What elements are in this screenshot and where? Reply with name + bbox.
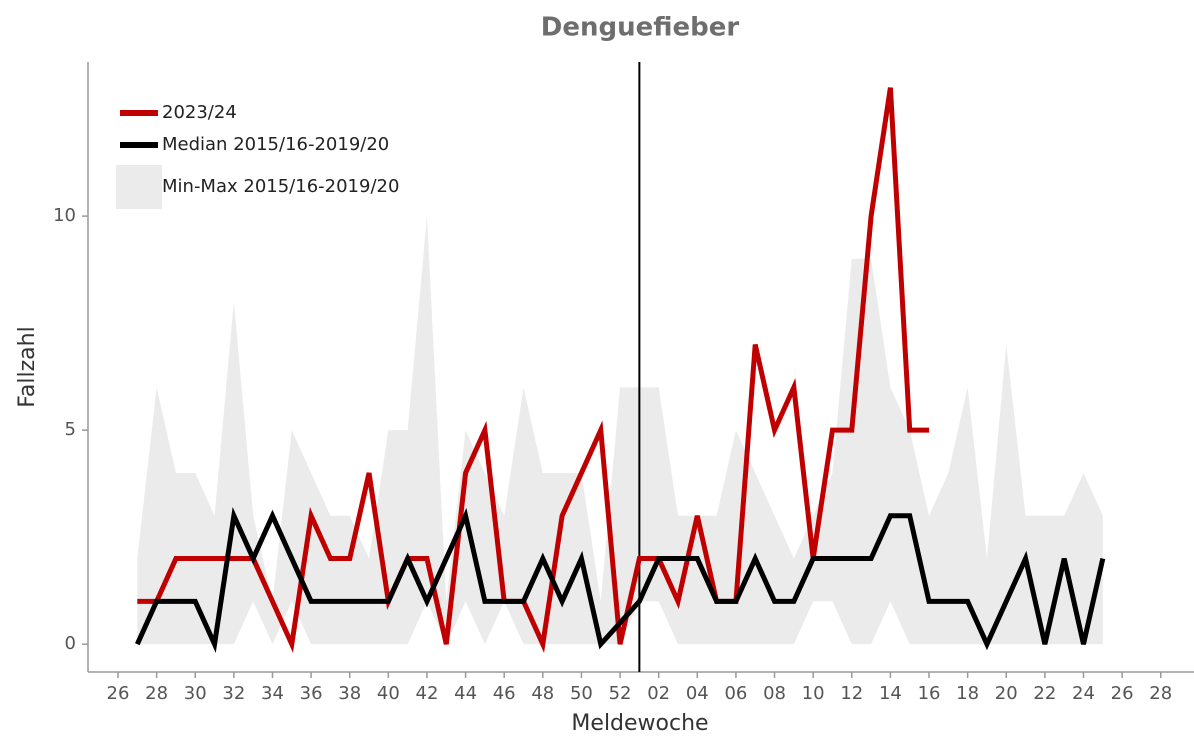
x-tick-label: 32 — [222, 683, 245, 704]
legend-label: 2023/24 — [162, 102, 237, 123]
x-tick-label: 42 — [416, 683, 439, 704]
x-tick-label: 04 — [686, 683, 709, 704]
x-tick-label: 36 — [300, 683, 323, 704]
series-line — [135, 506, 1106, 653]
legend-label: Median 2015/16-2019/20 — [162, 134, 389, 155]
chart-title: Denguefieber — [541, 13, 740, 43]
x-tick-label: 28 — [1149, 683, 1172, 704]
y-tick-label: 10 — [53, 205, 76, 226]
x-tick-label: 44 — [454, 683, 477, 704]
x-tick-label: 26 — [107, 683, 130, 704]
x-tick-label: 48 — [531, 683, 554, 704]
x-tick-label: 24 — [1072, 683, 1095, 704]
y-tick-label: 5 — [65, 419, 76, 440]
x-tick-label: 14 — [879, 683, 902, 704]
x-tick-label: 38 — [338, 683, 361, 704]
min-max-band — [137, 216, 1103, 645]
x-tick-label: 16 — [918, 683, 941, 704]
x-tick-label: 08 — [763, 683, 786, 704]
x-tick-label: 22 — [1033, 683, 1056, 704]
x-tick-label: 46 — [493, 683, 516, 704]
x-axis-label: Meldewoche — [571, 711, 708, 736]
x-tick-label: 50 — [570, 683, 593, 704]
x-tick-label: 40 — [377, 683, 400, 704]
y-axis-label: Fallzahl — [15, 326, 40, 407]
x-tick-label: 28 — [145, 683, 168, 704]
series-line — [137, 87, 930, 653]
x-tick-label: 12 — [840, 683, 863, 704]
x-tick-label: 52 — [609, 683, 632, 704]
x-tick-label: 26 — [1111, 683, 1134, 704]
x-tick-label: 18 — [956, 683, 979, 704]
legend-swatch — [116, 165, 162, 209]
x-tick-label: 34 — [261, 683, 284, 704]
x-tick-label: 30 — [184, 683, 207, 704]
x-tick-label: 06 — [724, 683, 747, 704]
x-tick-label: 02 — [647, 683, 670, 704]
x-tick-label: 10 — [802, 683, 825, 704]
x-tick-label: 20 — [995, 683, 1018, 704]
legend-label: Min-Max 2015/16-2019/20 — [162, 176, 399, 197]
y-tick-label: 0 — [65, 633, 76, 654]
